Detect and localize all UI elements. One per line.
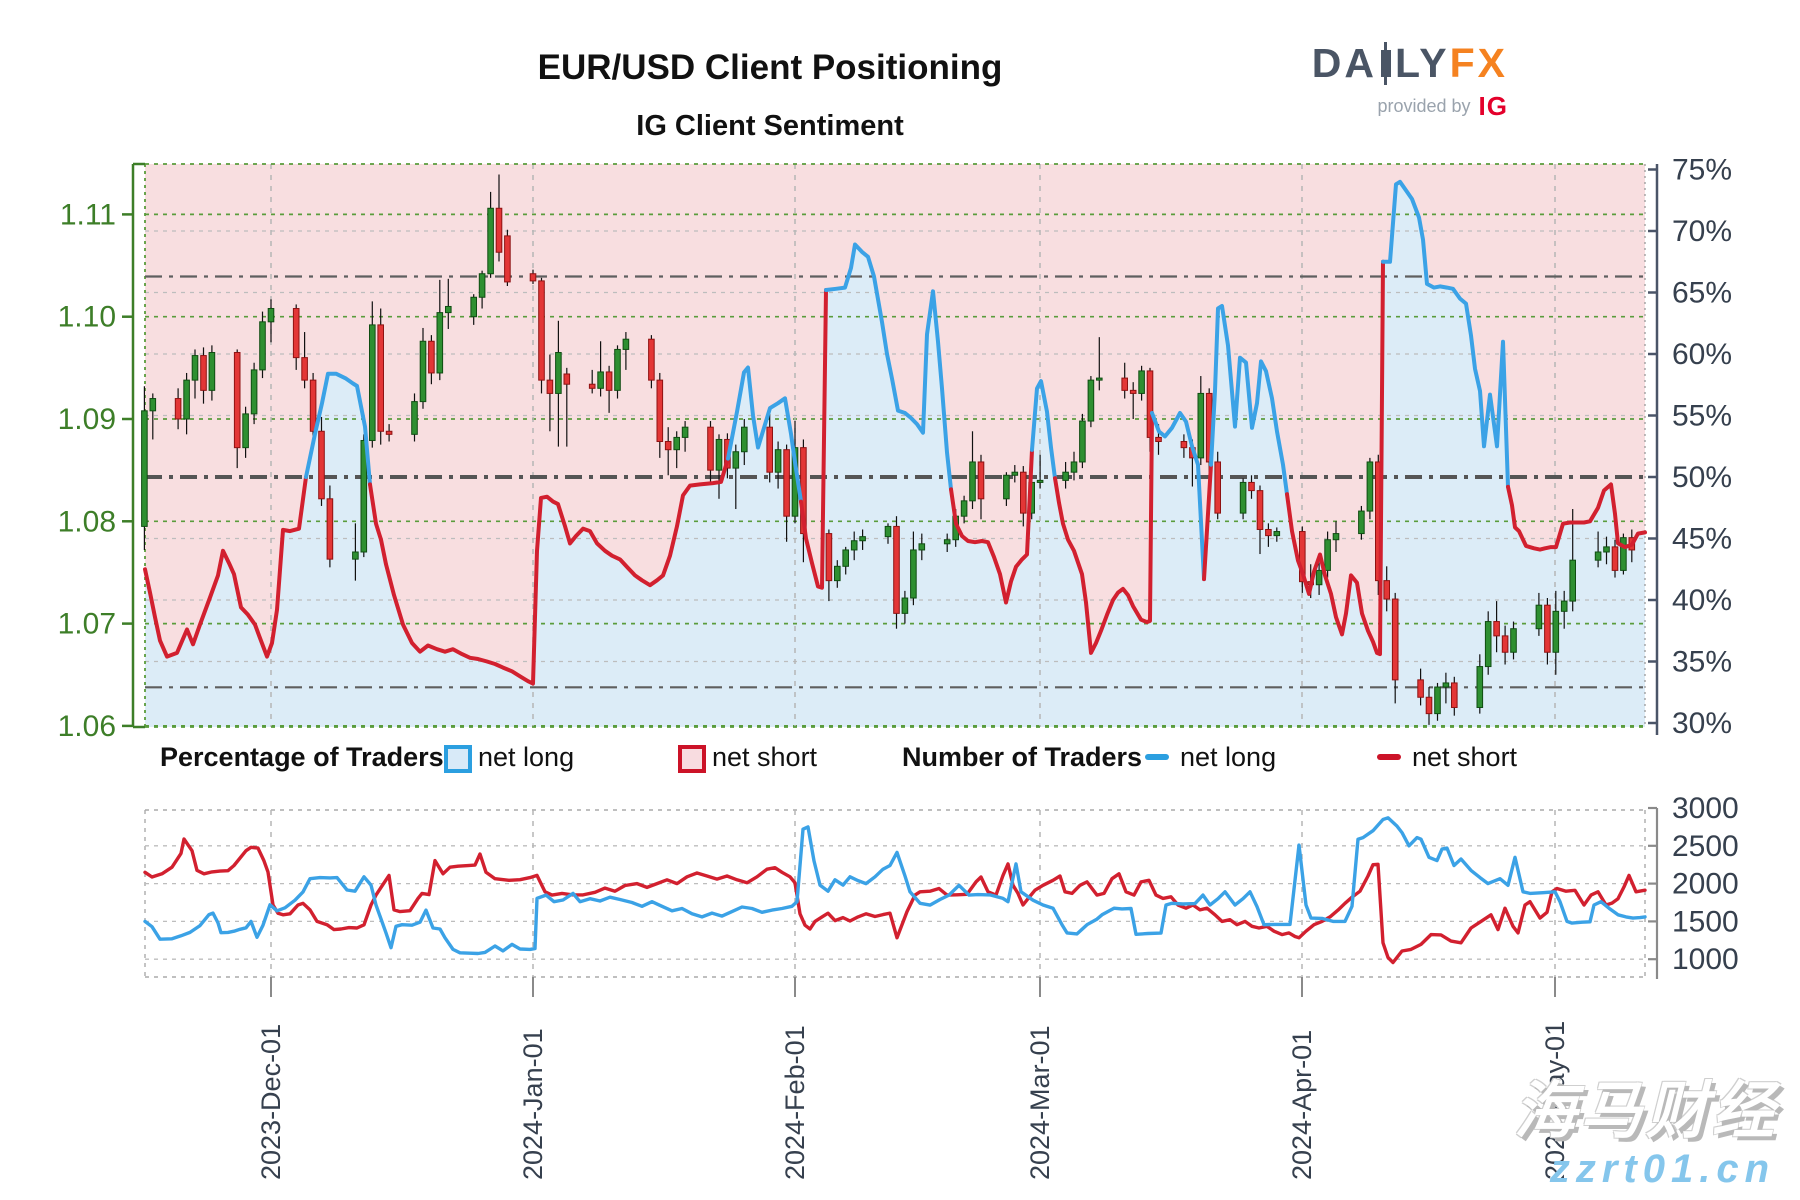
- svg-text:30%: 30%: [1672, 707, 1732, 740]
- svg-text:1.06: 1.06: [58, 710, 116, 743]
- dailyfx-logo-text: DA LY FX: [1311, 40, 1508, 86]
- svg-text:1.10: 1.10: [58, 301, 116, 334]
- net-short-line-icon: [1377, 754, 1401, 760]
- svg-text:65%: 65%: [1672, 277, 1732, 310]
- svg-text:35%: 35%: [1672, 646, 1732, 679]
- page-title: EUR/USD Client Positioning: [537, 48, 1003, 87]
- legend-percentage-group-label: Percentage of Traders: [160, 742, 444, 772]
- svg-text:2024-May-01: 2024-May-01: [1540, 1021, 1570, 1180]
- svg-text:2000: 2000: [1672, 868, 1739, 901]
- legend-count-net-short-label: net short: [1412, 742, 1518, 772]
- svg-text:3000: 3000: [1672, 792, 1739, 825]
- svg-text:2023-Dec-01: 2023-Dec-01: [256, 1024, 286, 1180]
- legend-number-group-label: Number of Traders: [902, 742, 1143, 772]
- candlestick-icon: [1380, 42, 1391, 85]
- svg-text:2500: 2500: [1672, 830, 1739, 863]
- svg-text:50%: 50%: [1672, 461, 1732, 494]
- svg-text:1.09: 1.09: [58, 403, 116, 436]
- svg-text:1000: 1000: [1672, 943, 1739, 976]
- net-long-line-icon: [1145, 754, 1169, 760]
- dailyfx-logo: DA LY FX provided by IG: [1312, 40, 1508, 122]
- svg-text:2024-Apr-01: 2024-Apr-01: [1287, 1030, 1317, 1180]
- svg-text:1.11: 1.11: [60, 198, 116, 231]
- svg-text:2024-Jan-01: 2024-Jan-01: [518, 1028, 548, 1180]
- svg-text:60%: 60%: [1672, 338, 1732, 371]
- chart-subtitle: IG Client Sentiment: [636, 110, 904, 142]
- legend-net-short-label: net short: [712, 742, 818, 772]
- svg-text:40%: 40%: [1672, 584, 1732, 617]
- net-long-swatch-icon: [444, 745, 472, 773]
- svg-text:2024-Feb-01: 2024-Feb-01: [780, 1025, 810, 1180]
- provided-by-label: provided by: [1377, 96, 1471, 116]
- svg-text:1.08: 1.08: [58, 505, 116, 538]
- watermark-url: zzrt01.cn: [1549, 1147, 1775, 1191]
- svg-text:70%: 70%: [1672, 215, 1732, 248]
- svg-text:75%: 75%: [1672, 154, 1732, 187]
- svg-text:45%: 45%: [1672, 523, 1732, 556]
- watermark-text: 海马财经: [1513, 1077, 1778, 1146]
- legend-count-net-long-label: net long: [1180, 742, 1277, 772]
- ig-logo: IG: [1478, 91, 1508, 121]
- svg-text:2024-Mar-01: 2024-Mar-01: [1025, 1025, 1055, 1180]
- legend-net-long-label: net long: [478, 742, 575, 772]
- svg-text:1500: 1500: [1672, 905, 1739, 938]
- svg-text:1.07: 1.07: [58, 608, 116, 641]
- svg-text:55%: 55%: [1672, 400, 1732, 433]
- net-short-swatch-icon: [678, 745, 706, 773]
